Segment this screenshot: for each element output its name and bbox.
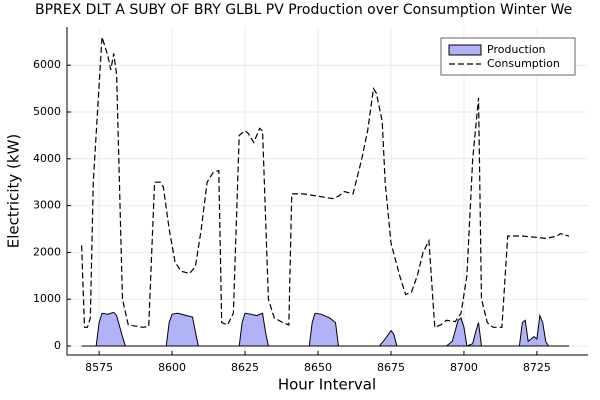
legend-box (440, 37, 576, 76)
y-tick-label: 3000 (33, 199, 61, 212)
x-tick-label: 8700 (450, 361, 478, 374)
y-tick-label: 2000 (33, 245, 61, 258)
y-tick-label: 1000 (33, 292, 61, 305)
x-tick-label: 8650 (304, 361, 332, 374)
y-tick-label: 4000 (33, 152, 61, 165)
y-tick-label: 6000 (33, 58, 61, 71)
production-area (81, 311, 570, 347)
legend-swatch (448, 44, 482, 56)
legend-label: Consumption (487, 57, 560, 70)
x-tick-label: 8675 (377, 361, 405, 374)
x-tick-label: 8575 (85, 361, 113, 374)
y-tick-label: 0 (54, 339, 61, 352)
x-tick-label: 8600 (158, 361, 186, 374)
chart-title: BPREX DLT A SUBY OF BRY GLBL PV Producti… (35, 2, 572, 18)
x-axis-label: Hour Interval (278, 376, 376, 394)
consumption-line (80, 36, 570, 329)
x-tick-label: 8625 (231, 361, 259, 374)
legend-label: Production (487, 43, 546, 56)
y-tick-label: 5000 (33, 105, 61, 118)
x-tick-label: 8725 (523, 361, 551, 374)
y-axis-label: Electricity (kW) (5, 134, 23, 249)
